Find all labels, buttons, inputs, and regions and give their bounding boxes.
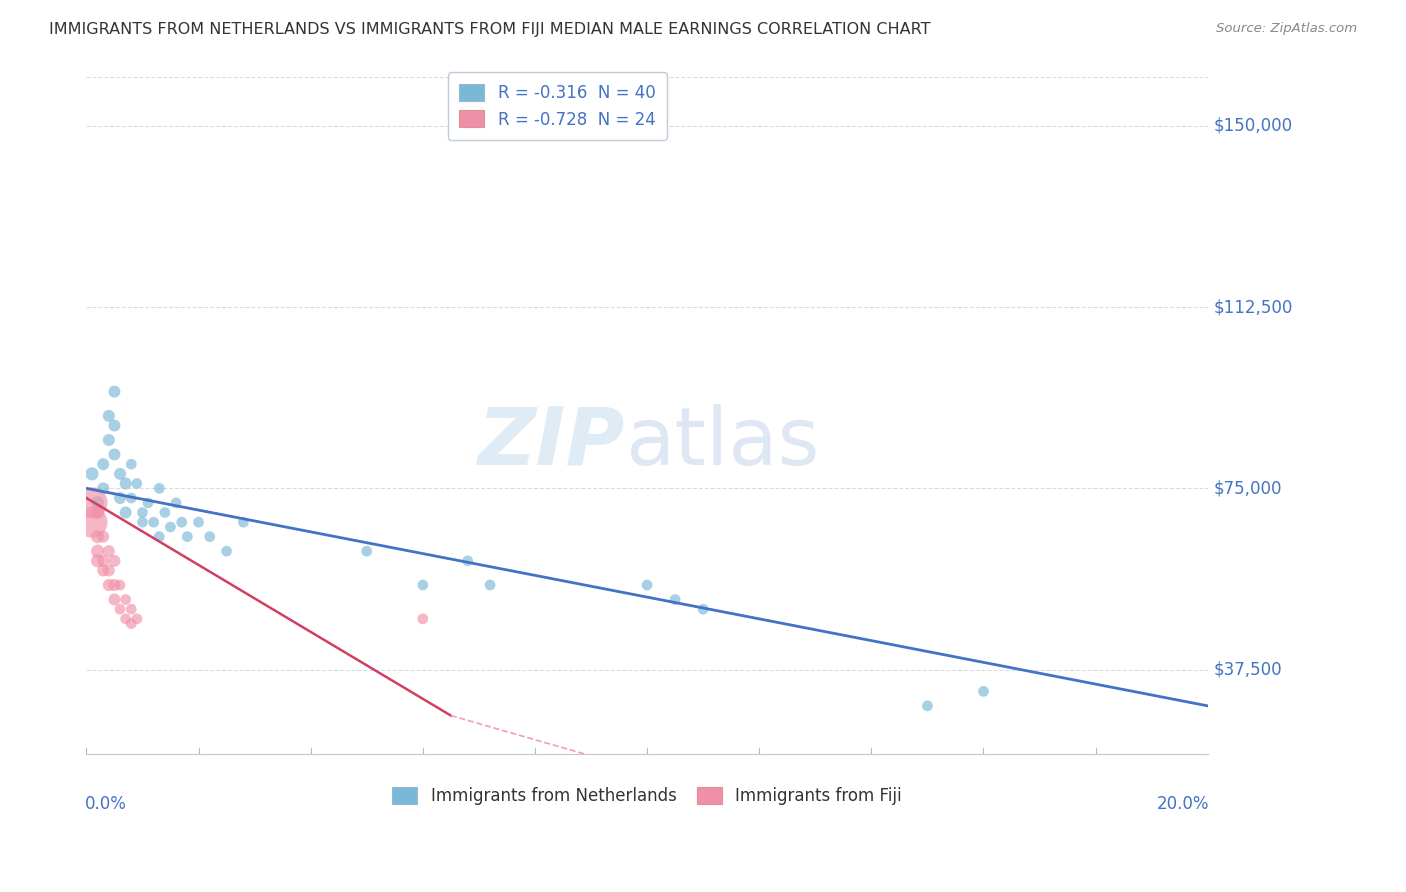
Point — [148, 530, 170, 544]
Point — [131, 506, 153, 520]
Text: $112,500: $112,500 — [1213, 298, 1292, 316]
Point — [108, 491, 131, 505]
Point — [114, 476, 136, 491]
Point — [120, 491, 142, 505]
Point — [153, 506, 176, 520]
Text: $75,000: $75,000 — [1213, 479, 1282, 498]
Point — [97, 544, 120, 558]
Point — [356, 544, 378, 558]
Point — [176, 530, 198, 544]
Point — [97, 578, 120, 592]
Point — [198, 530, 221, 544]
Text: 0.0%: 0.0% — [86, 795, 127, 813]
Point — [114, 592, 136, 607]
Point — [80, 467, 103, 481]
Text: ZIP: ZIP — [477, 404, 624, 482]
Point — [86, 530, 108, 544]
Point — [664, 592, 686, 607]
Text: $150,000: $150,000 — [1213, 117, 1292, 135]
Point — [103, 578, 125, 592]
Point — [692, 602, 714, 616]
Point — [120, 457, 142, 471]
Point — [86, 544, 108, 558]
Point — [108, 467, 131, 481]
Point — [103, 554, 125, 568]
Legend: Immigrants from Netherlands, Immigrants from Fiji: Immigrants from Netherlands, Immigrants … — [384, 779, 910, 814]
Point — [97, 564, 120, 578]
Text: $37,500: $37,500 — [1213, 661, 1282, 679]
Point — [80, 496, 103, 510]
Point — [165, 496, 187, 510]
Point — [120, 616, 142, 631]
Point — [142, 515, 165, 529]
Point — [103, 384, 125, 399]
Point — [97, 409, 120, 423]
Point — [131, 515, 153, 529]
Text: 20.0%: 20.0% — [1156, 795, 1209, 813]
Point — [91, 457, 114, 471]
Point — [86, 506, 108, 520]
Point — [91, 554, 114, 568]
Point — [86, 554, 108, 568]
Point — [103, 448, 125, 462]
Point — [479, 578, 502, 592]
Point — [170, 515, 193, 529]
Point — [136, 496, 159, 510]
Point — [91, 530, 114, 544]
Point — [148, 481, 170, 495]
Point — [412, 578, 434, 592]
Point — [412, 612, 434, 626]
Point — [125, 612, 148, 626]
Point — [187, 515, 209, 529]
Text: IMMIGRANTS FROM NETHERLANDS VS IMMIGRANTS FROM FIJI MEDIAN MALE EARNINGS CORRELA: IMMIGRANTS FROM NETHERLANDS VS IMMIGRANT… — [49, 22, 931, 37]
Point — [97, 433, 120, 447]
Text: Source: ZipAtlas.com: Source: ZipAtlas.com — [1216, 22, 1357, 36]
Point — [86, 496, 108, 510]
Point — [636, 578, 658, 592]
Point — [125, 476, 148, 491]
Point — [972, 684, 994, 698]
Point — [232, 515, 254, 529]
Point — [457, 554, 479, 568]
Point — [159, 520, 181, 534]
Point — [103, 418, 125, 433]
Point — [91, 564, 114, 578]
Point — [120, 602, 142, 616]
Point — [103, 592, 125, 607]
Point — [114, 506, 136, 520]
Point — [114, 612, 136, 626]
Point — [917, 698, 939, 713]
Point — [108, 602, 131, 616]
Point — [215, 544, 238, 558]
Point — [108, 578, 131, 592]
Point — [91, 481, 114, 495]
Point — [80, 515, 103, 529]
Text: atlas: atlas — [624, 404, 820, 482]
